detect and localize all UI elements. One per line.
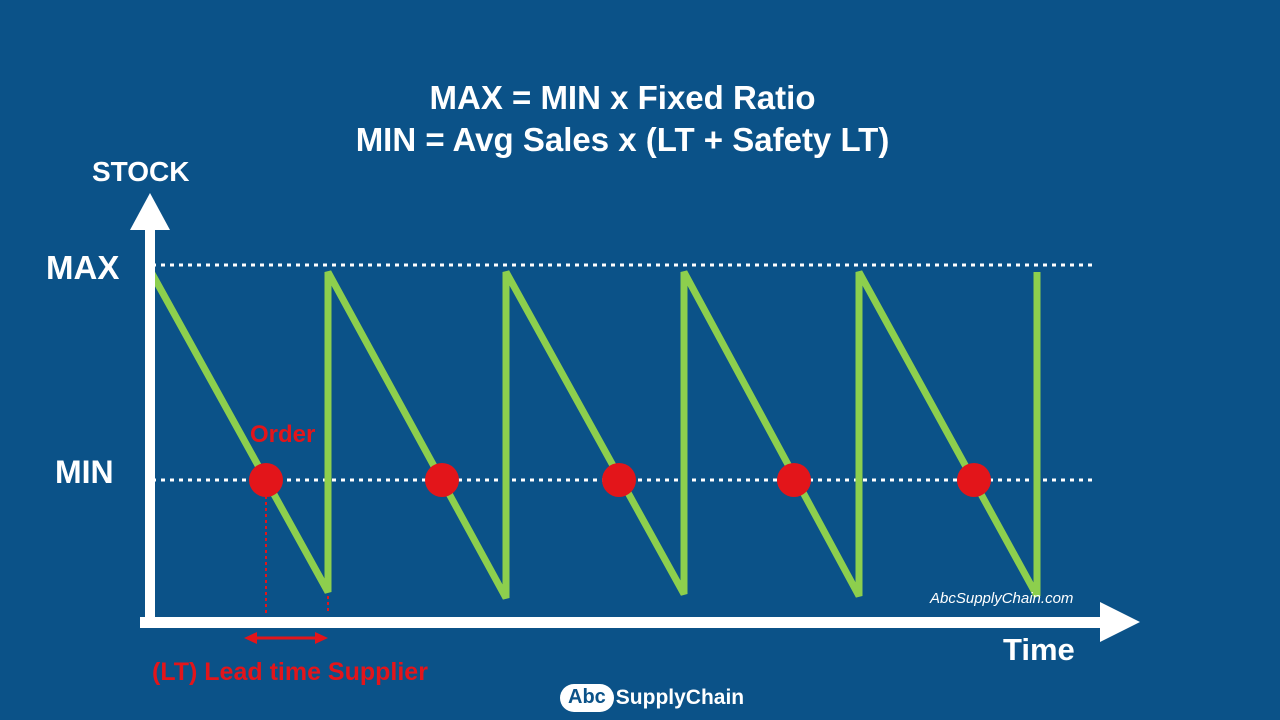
brand-logo-name: SupplyChain [615, 686, 745, 709]
brand-logo: Abc SupplyChain [560, 681, 744, 715]
x-axis [140, 602, 1140, 642]
lead-time-arrow [244, 632, 328, 644]
brand-logo-badge: Abc [560, 684, 614, 712]
order-label: Order [250, 421, 316, 448]
formula-max: MAX = MIN x Fixed Ratio [429, 79, 816, 116]
y-axis [130, 193, 170, 628]
formula-min: MIN = Avg Sales x (LT + Safety LT) [355, 121, 890, 158]
order-point [602, 463, 636, 497]
stock-level-line [146, 268, 1041, 600]
order-point [957, 463, 991, 497]
x-axis-title: Time [1003, 632, 1075, 667]
min-level-label: MIN [55, 454, 114, 490]
order-point [777, 463, 811, 497]
watermark: AbcSupplyChain.com [930, 590, 1074, 607]
max-level-label: MAX [46, 249, 120, 286]
lead-time-label: (LT) Lead time Supplier [152, 658, 428, 686]
y-axis-title: STOCK [92, 156, 190, 187]
order-point [249, 463, 283, 497]
order-point [425, 463, 459, 497]
